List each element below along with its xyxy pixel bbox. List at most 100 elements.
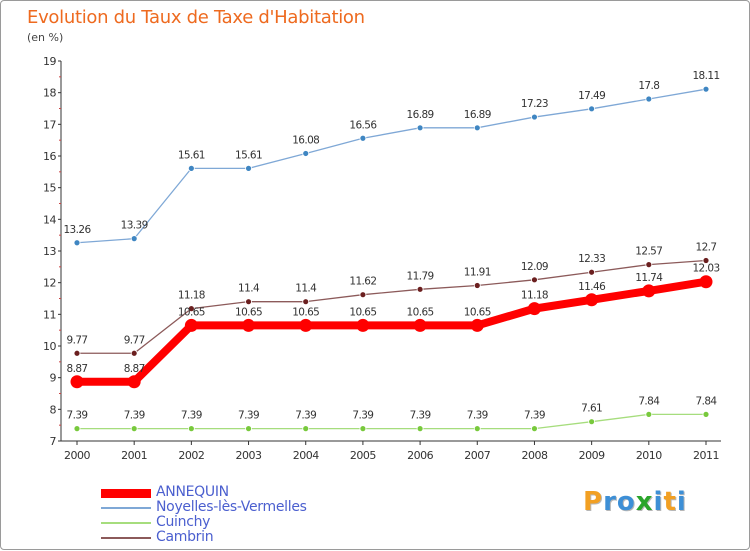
data-label: 10.65: [464, 306, 491, 318]
data-label: 10.65: [349, 306, 376, 318]
data-label: 10.65: [235, 306, 262, 318]
logo-letter: t: [663, 487, 677, 517]
data-label: 10.65: [407, 306, 434, 318]
data-label: 12.33: [578, 253, 605, 265]
data-point: [473, 425, 481, 433]
data-point: [302, 425, 310, 433]
data-point: [473, 282, 481, 289]
data-label: 7.39: [124, 410, 145, 422]
data-label: 16.89: [407, 109, 434, 121]
data-point: [702, 85, 710, 93]
x-tick-label: 2008: [521, 449, 547, 462]
data-label: 7.39: [467, 410, 488, 422]
data-point: [416, 285, 424, 293]
data-label: 7.84: [638, 395, 660, 407]
data-label: 15.61: [178, 149, 205, 161]
data-point: [416, 124, 424, 132]
y-tick-label: 16: [43, 150, 56, 163]
series-line: [73, 277, 710, 386]
x-tick-label: 2009: [579, 449, 605, 462]
data-label: 11.62: [349, 276, 376, 288]
data-label: 11.79: [407, 270, 434, 282]
data-label: 7.61: [581, 403, 602, 415]
legend-swatch: [101, 522, 151, 524]
x-tick-label: 2000: [64, 449, 90, 462]
x-tick-label: 2007: [464, 449, 490, 462]
chart-title: Evolution du Taux de Taxe d'Habitation: [27, 7, 365, 28]
data-point: [642, 284, 656, 298]
logo-letter: x: [635, 487, 654, 517]
legend-swatch: [101, 488, 151, 498]
data-point: [187, 305, 195, 313]
data-point: [699, 275, 713, 289]
y-tick-label: 17: [43, 118, 56, 131]
series-line: [76, 88, 707, 244]
x-tick-label: 2005: [350, 449, 376, 462]
x-tick-label: 2001: [121, 449, 147, 462]
data-label: 7.39: [238, 410, 259, 422]
data-label: 7.84: [696, 395, 718, 407]
y-tick-label: 9: [50, 372, 57, 385]
y-tick-label: 8: [50, 403, 57, 416]
data-point: [245, 298, 252, 306]
logo-letter: P: [583, 487, 604, 517]
data-label: 16.08: [292, 134, 319, 146]
data-label: 12.03: [692, 263, 719, 275]
data-label: 17.8: [638, 80, 659, 92]
data-label: 7.39: [524, 410, 545, 422]
data-label: 10.65: [178, 306, 205, 318]
data-point: [359, 425, 367, 433]
data-label: 7.39: [181, 410, 202, 422]
data-point: [359, 291, 367, 299]
y-tick-label: 15: [43, 182, 56, 195]
x-tick-label: 2010: [636, 449, 662, 462]
x-tick-label: 2002: [178, 449, 204, 462]
logo-letter: o: [616, 487, 636, 517]
y-tick-label: 18: [43, 87, 56, 100]
data-point: [73, 425, 81, 433]
data-point: [187, 164, 195, 172]
data-point: [413, 318, 427, 332]
data-label: 11.4: [238, 283, 260, 295]
data-label: 17.23: [521, 98, 548, 110]
data-label: 7.39: [410, 410, 431, 422]
data-point: [527, 302, 541, 316]
data-label: 16.56: [349, 119, 377, 131]
data-label: 11.74: [635, 272, 663, 284]
y-tick-label: 7: [50, 435, 57, 448]
data-point: [302, 150, 310, 157]
data-point: [127, 375, 141, 389]
x-tick-label: 2004: [293, 449, 319, 462]
data-point: [588, 268, 596, 276]
data-point: [702, 410, 710, 418]
data-point: [70, 375, 84, 389]
data-label: 17.49: [578, 90, 605, 102]
data-point: [245, 164, 252, 172]
data-label: 16.89: [464, 109, 491, 121]
legend-swatch: [101, 537, 151, 539]
logo-letter: i: [676, 487, 687, 517]
data-label: 9.77: [124, 334, 145, 346]
legend-swatch: [101, 507, 151, 509]
data-label: 12.09: [521, 261, 548, 273]
logo-letter: r: [603, 487, 617, 517]
data-label: 13.39: [121, 220, 148, 232]
data-point: [242, 318, 256, 332]
data-label: 11.18: [521, 290, 548, 302]
data-label: 9.77: [67, 334, 88, 346]
y-tick-label: 12: [43, 277, 56, 290]
data-point: [184, 318, 198, 332]
x-tick-label: 2011: [693, 449, 719, 462]
data-label: 11.46: [578, 281, 606, 293]
data-label: 12.7: [696, 242, 717, 254]
legend-label: Cambrin: [156, 529, 214, 545]
data-point: [531, 425, 538, 433]
legend-label: ANNEQUIN: [156, 484, 229, 500]
y-tick-label: 13: [43, 245, 56, 258]
data-point: [73, 349, 81, 357]
data-label: 11.91: [464, 267, 491, 279]
data-label: 15.61: [235, 149, 262, 161]
logo-letter: i: [653, 487, 664, 517]
y-tick-label: 14: [43, 213, 56, 226]
